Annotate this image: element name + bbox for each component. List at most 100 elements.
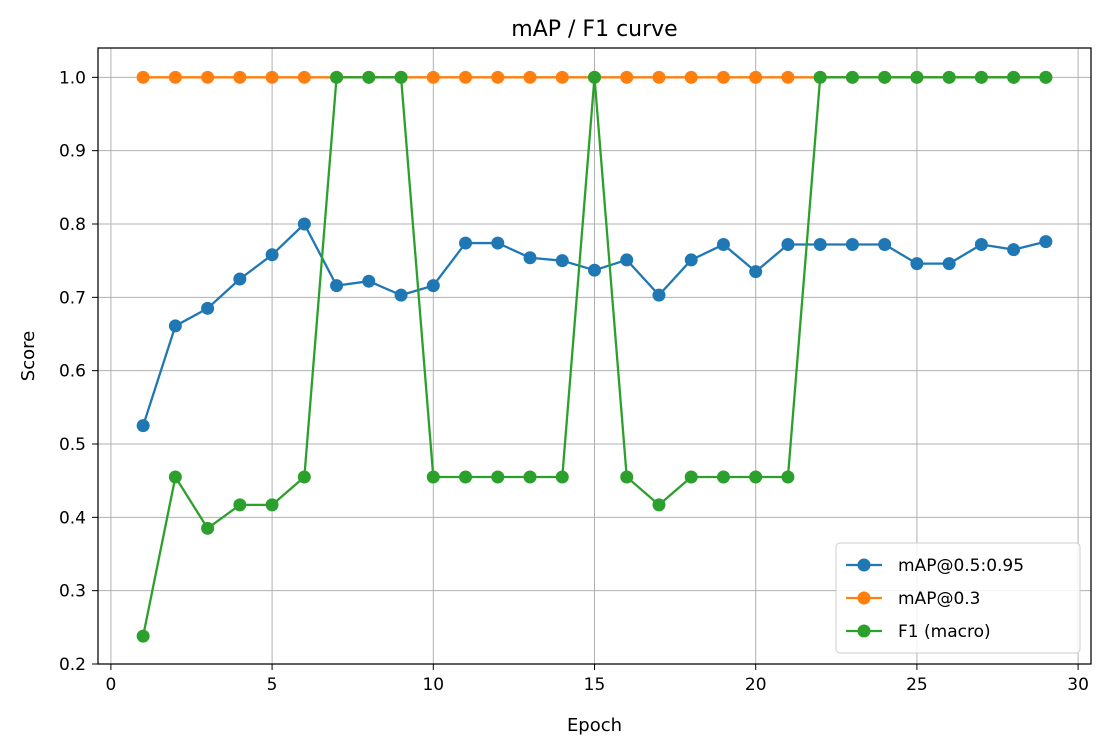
data-point [652,288,666,302]
data-point [491,70,505,84]
data-point [168,470,182,484]
data-point [588,70,601,84]
data-point [749,265,763,279]
legend-marker [857,558,871,572]
legend-label: mAP@0.3 [898,589,980,609]
data-point [620,70,634,84]
data-point [201,301,215,315]
data-point [523,251,537,265]
data-point [781,470,795,484]
legend-item: mAP@0.5:0.95 [846,556,1024,576]
x-tick-label: 10 [422,675,444,695]
data-point [459,70,473,84]
y-tick-label: 0.9 [59,142,86,162]
series-layer [136,70,1053,643]
data-point [297,70,311,84]
data-point [201,70,215,84]
data-point [813,238,827,252]
data-point [555,70,569,84]
data-point [910,257,924,271]
data-point [297,217,311,231]
legend-item: mAP@0.3 [846,589,980,609]
y-tick-label: 0.4 [59,508,86,528]
data-point [620,470,634,484]
data-point [523,70,537,84]
data-point [974,70,988,84]
tick-layer: 0 5 10 15 20 25 30 0.2 0.3 0.4 0.5 0.6 0.7 0.8 0.9 1.0 [59,68,1089,695]
data-point [136,629,150,643]
data-point [845,238,859,252]
data-point [330,70,344,84]
data-point [588,263,601,277]
data-point [523,470,537,484]
data-point [716,470,730,484]
data-point [749,470,763,484]
data-point [684,70,698,84]
data-point [459,236,473,250]
data-point [716,70,730,84]
legend-label: mAP@0.5:0.95 [898,556,1024,576]
series-2 [136,70,1053,643]
data-point [265,498,279,512]
data-point [684,470,698,484]
data-point [878,70,892,84]
legend-marker [857,624,871,638]
legend-marker [857,591,871,605]
data-point [910,70,924,84]
data-point [297,470,311,484]
data-point [942,257,956,271]
y-tick-label: 1.0 [59,68,86,88]
y-tick-label: 0.8 [59,215,86,235]
x-tick-label: 5 [267,675,278,695]
data-point [233,498,247,512]
data-point [394,288,408,302]
legend-label: F1 (macro) [898,622,991,642]
x-tick-label: 15 [584,675,606,695]
chart-title: mAP / F1 curve [511,17,677,42]
data-point [491,470,505,484]
data-point [781,70,795,84]
legend: mAP@0.5:0.95 mAP@0.3 F1 (macro) [835,542,1081,654]
data-point [394,70,408,84]
data-point [813,70,827,84]
data-point [136,70,150,84]
data-point [491,236,505,250]
data-point [652,70,666,84]
data-point [265,70,279,84]
data-point [1039,235,1053,249]
x-tick-label: 0 [105,675,116,695]
data-point [716,238,730,252]
data-point [845,70,859,84]
data-point [652,498,666,512]
data-point [1007,70,1021,84]
data-point [555,470,569,484]
data-point [265,248,279,262]
data-point [426,279,440,293]
data-point [136,419,150,433]
data-point [426,470,440,484]
data-point [878,238,892,252]
data-point [362,70,376,84]
data-point [426,70,440,84]
data-point [974,238,988,252]
x-tick-label: 25 [906,675,928,695]
data-point [168,70,182,84]
x-tick-label: 30 [1067,675,1089,695]
data-point [749,70,763,84]
y-tick-label: 0.2 [59,655,86,675]
data-point [620,253,634,267]
data-point [781,238,795,252]
data-point [942,70,956,84]
data-point [201,521,215,535]
data-point [684,253,698,267]
data-point [555,254,569,268]
data-point [233,70,247,84]
data-point [330,279,344,293]
data-point [233,272,247,286]
legend-box [835,542,1081,654]
y-tick-label: 0.7 [59,288,86,308]
y-tick-label: 0.5 [59,435,86,455]
data-point [362,274,376,288]
data-point [459,470,473,484]
